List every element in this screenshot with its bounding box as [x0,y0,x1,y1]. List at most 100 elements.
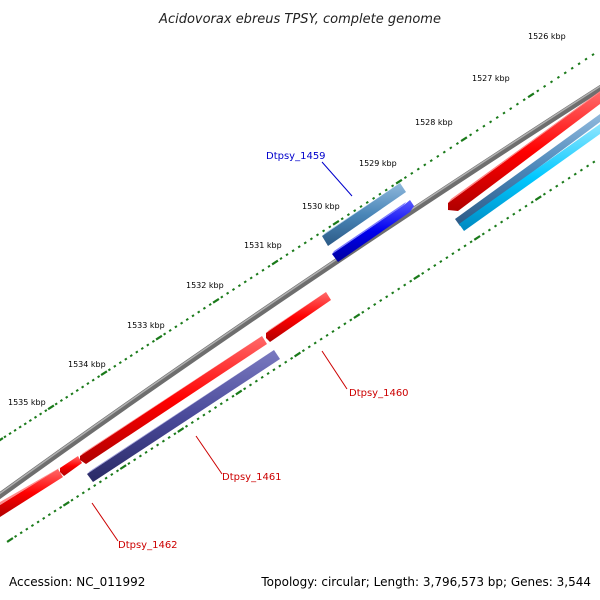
outer-scale-tick [570,66,574,70]
inner-scale-tick [367,306,371,310]
outer-scale-tick [39,412,43,416]
inner-scale-tick [161,439,165,443]
inner-scale-tick [235,389,243,396]
outer-scale-tick [202,306,206,310]
outer-scale-tick [449,146,453,150]
inner-scale-tick [138,454,142,458]
gene-dtpsy-1462[interactable] [0,467,63,517]
outer-scale-tick [124,357,128,361]
outer-scale-ticks [0,53,595,442]
outer-scale-tick [155,334,163,341]
inner-scale-tick [62,500,70,507]
outer-scale-tick [536,89,540,93]
outer-scale-tick [328,225,332,229]
inner-scale-tick [219,402,223,406]
inner-scale-tick [343,322,347,326]
inner-scale-tick [487,228,491,232]
inner-scale-tick [231,394,235,398]
outer-scale-tick [515,102,519,106]
inner-scale-tick [319,337,323,341]
outer-scale-tick [591,53,595,57]
cds-forward-upper[interactable] [448,89,600,211]
cds-steelblue-upper[interactable] [455,114,600,226]
inner-scale-tick [278,364,282,368]
inner-scale-tick [208,409,212,413]
outer-scale-tick [429,159,433,163]
inner-scale-tick [397,287,401,291]
outer-scale-tick [0,437,4,442]
cds-forward-long[interactable] [80,334,267,464]
inner-scale-tick [266,372,270,376]
outer-scale-tick [75,388,79,392]
inner-scale-tick [307,345,311,349]
outer-scale-tick [442,150,446,154]
inner-scale-tick [409,279,413,283]
outer-scale-tick [163,332,167,336]
inner-scale-tick [202,413,206,417]
outer-scale-tick [279,257,283,261]
genome-backbone [0,84,600,500]
outer-scale-tick [410,171,414,175]
outer-scale-tick [346,213,350,217]
inner-scale-tick [403,283,407,287]
outer-scale-tick [140,346,144,350]
gene-dtpsy-1460[interactable] [266,290,331,342]
inner-scale-tick [81,491,85,495]
inner-scale-tick [349,318,353,322]
gene-dtpsy-1461[interactable] [87,348,280,482]
inner-scale-tick [19,531,23,535]
inner-scale-tick [555,184,559,188]
inner-scale-tick [549,188,553,192]
outer-scale-tick [291,249,295,253]
outer-scale-tick [391,184,395,188]
inner-scale-tick [184,424,189,428]
outer-scale-tick [44,409,48,413]
outer-scale-tick [129,354,133,358]
gene-label-dtpsy-1461[interactable]: Dtpsy_1461 [222,472,282,483]
inner-scale-tick [512,212,516,216]
cds-cyan-upper[interactable] [459,124,600,231]
gene-label-dtpsy-1462[interactable]: Dtpsy_1462 [118,540,178,551]
outer-scale-tick [543,84,547,88]
outer-scale-tick [378,192,382,196]
cds-forward-small[interactable] [60,456,82,476]
outer-scale-tick [322,229,326,233]
outer-scale-tick [100,370,108,377]
inner-scale-tick [190,421,194,425]
outer-scale-tick [423,163,427,167]
outer-scale-tick [91,378,95,382]
inner-scale-tick [36,520,40,524]
outer-scale-tick [455,142,459,146]
inner-scale-tick [385,295,389,299]
inner-scale-tick [156,443,160,447]
outer-scale-tick [13,428,17,432]
inner-scale-tick [290,356,294,360]
outer-scale-tick [185,317,189,321]
outer-scale-tick [359,205,363,209]
inner-scale-tick [243,387,247,391]
gene-label-dtpsy-1459[interactable]: Dtpsy_1459 [266,151,326,162]
inner-scale-tick [500,220,504,224]
inner-scale-tick [530,200,534,204]
inner-scale-tick [579,168,583,172]
outer-scale-tick [460,136,468,143]
gene-label-leaders [91,161,353,542]
inner-scale-tick [534,195,542,202]
outer-scale-tick [220,295,224,299]
inner-scale-tick [213,406,218,410]
outer-scale-tick [261,268,265,272]
inner-scale-tick [119,464,127,470]
inner-scale-tick [493,224,498,228]
inner-scale-tick [325,333,329,337]
inner-scale-tick [47,513,51,517]
outer-scale-tick [107,368,111,372]
inner-scale-tick [413,274,421,281]
inner-scale-tick [337,326,341,330]
outer-scale-tick [47,404,55,411]
gene-label-dtpsy-1460[interactable]: Dtpsy_1460 [349,388,409,399]
inner-scale-tick [42,516,46,520]
outer-scale-tick [23,422,27,426]
inner-scale-tick [225,398,229,402]
gene-dtpsy-1459[interactable] [332,200,414,262]
gene-dtpsy-1459-steelblue[interactable] [322,181,406,246]
